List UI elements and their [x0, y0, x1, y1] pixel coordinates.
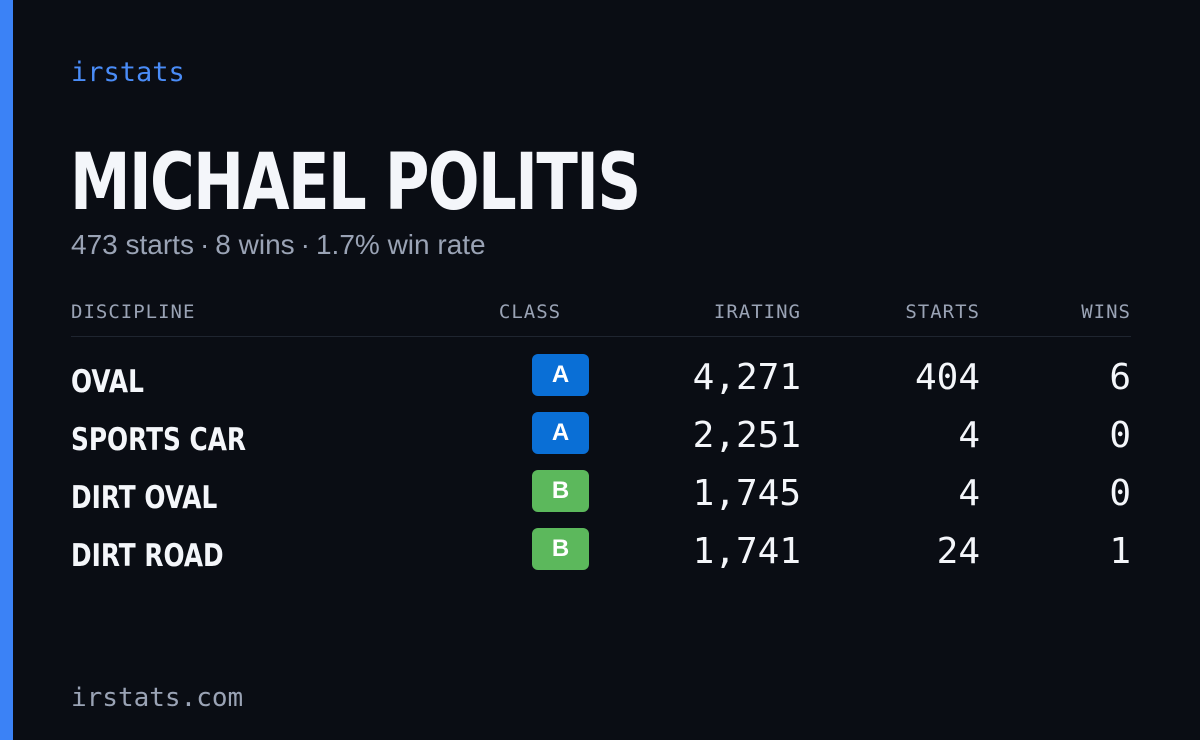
- summary-starts: 473 starts: [71, 229, 194, 260]
- irating-value: 1,745: [692, 473, 801, 514]
- summary-separator: ·: [199, 229, 210, 260]
- wins-value: 6: [1109, 357, 1131, 398]
- wins-value: 0: [1109, 473, 1131, 514]
- starts-value: 4: [958, 415, 980, 456]
- driver-name: MICHAEL POLITIS: [70, 138, 641, 228]
- discipline-name: SPORTS CAR: [71, 422, 247, 458]
- irating-value: 1,741: [692, 531, 801, 572]
- column-header-irating: IRATING: [713, 301, 801, 323]
- table-header: DISCIPLINE CLASS IRATING STARTS WINS: [71, 298, 1131, 337]
- wins-value: 1: [1109, 531, 1131, 572]
- class-badge: A: [532, 412, 589, 454]
- table-row: DIRT OVAL B 1,745 4 0: [71, 468, 1131, 526]
- discipline-table: OVAL A 4,271 404 6 SPORTS CAR A 2,251 4 …: [71, 352, 1131, 584]
- brand-logo-text: irstats: [71, 57, 185, 88]
- footer-url: irstats.com: [71, 683, 244, 713]
- driver-summary: 473 starts · 8 wins · 1.7% win rate: [71, 227, 486, 263]
- starts-value: 24: [936, 531, 980, 572]
- class-badge: B: [532, 528, 589, 570]
- summary-separator: ·: [300, 229, 310, 260]
- summary-wins: 8 wins: [215, 229, 295, 260]
- irating-value: 2,251: [692, 415, 801, 456]
- column-header-starts: STARTS: [905, 301, 980, 323]
- table-row: OVAL A 4,271 404 6: [71, 352, 1131, 410]
- column-header-discipline: DISCIPLINE: [71, 301, 196, 323]
- discipline-name: OVAL: [71, 364, 144, 400]
- table-row: SPORTS CAR A 2,251 4 0: [71, 410, 1131, 468]
- discipline-name: DIRT ROAD: [71, 538, 224, 574]
- accent-bar: [0, 0, 13, 740]
- starts-value: 4: [958, 473, 980, 514]
- starts-value: 404: [914, 357, 980, 398]
- class-badge: B: [532, 470, 589, 512]
- discipline-name: DIRT OVAL: [71, 480, 218, 516]
- table-row: DIRT ROAD B 1,741 24 1: [71, 526, 1131, 584]
- column-header-wins: WINS: [1081, 301, 1131, 323]
- wins-value: 0: [1109, 415, 1131, 456]
- class-badge: A: [532, 354, 589, 396]
- summary-win-rate: 1.7% win rate: [315, 229, 486, 260]
- column-header-class: CLASS: [498, 301, 562, 323]
- irating-value: 4,271: [692, 357, 801, 398]
